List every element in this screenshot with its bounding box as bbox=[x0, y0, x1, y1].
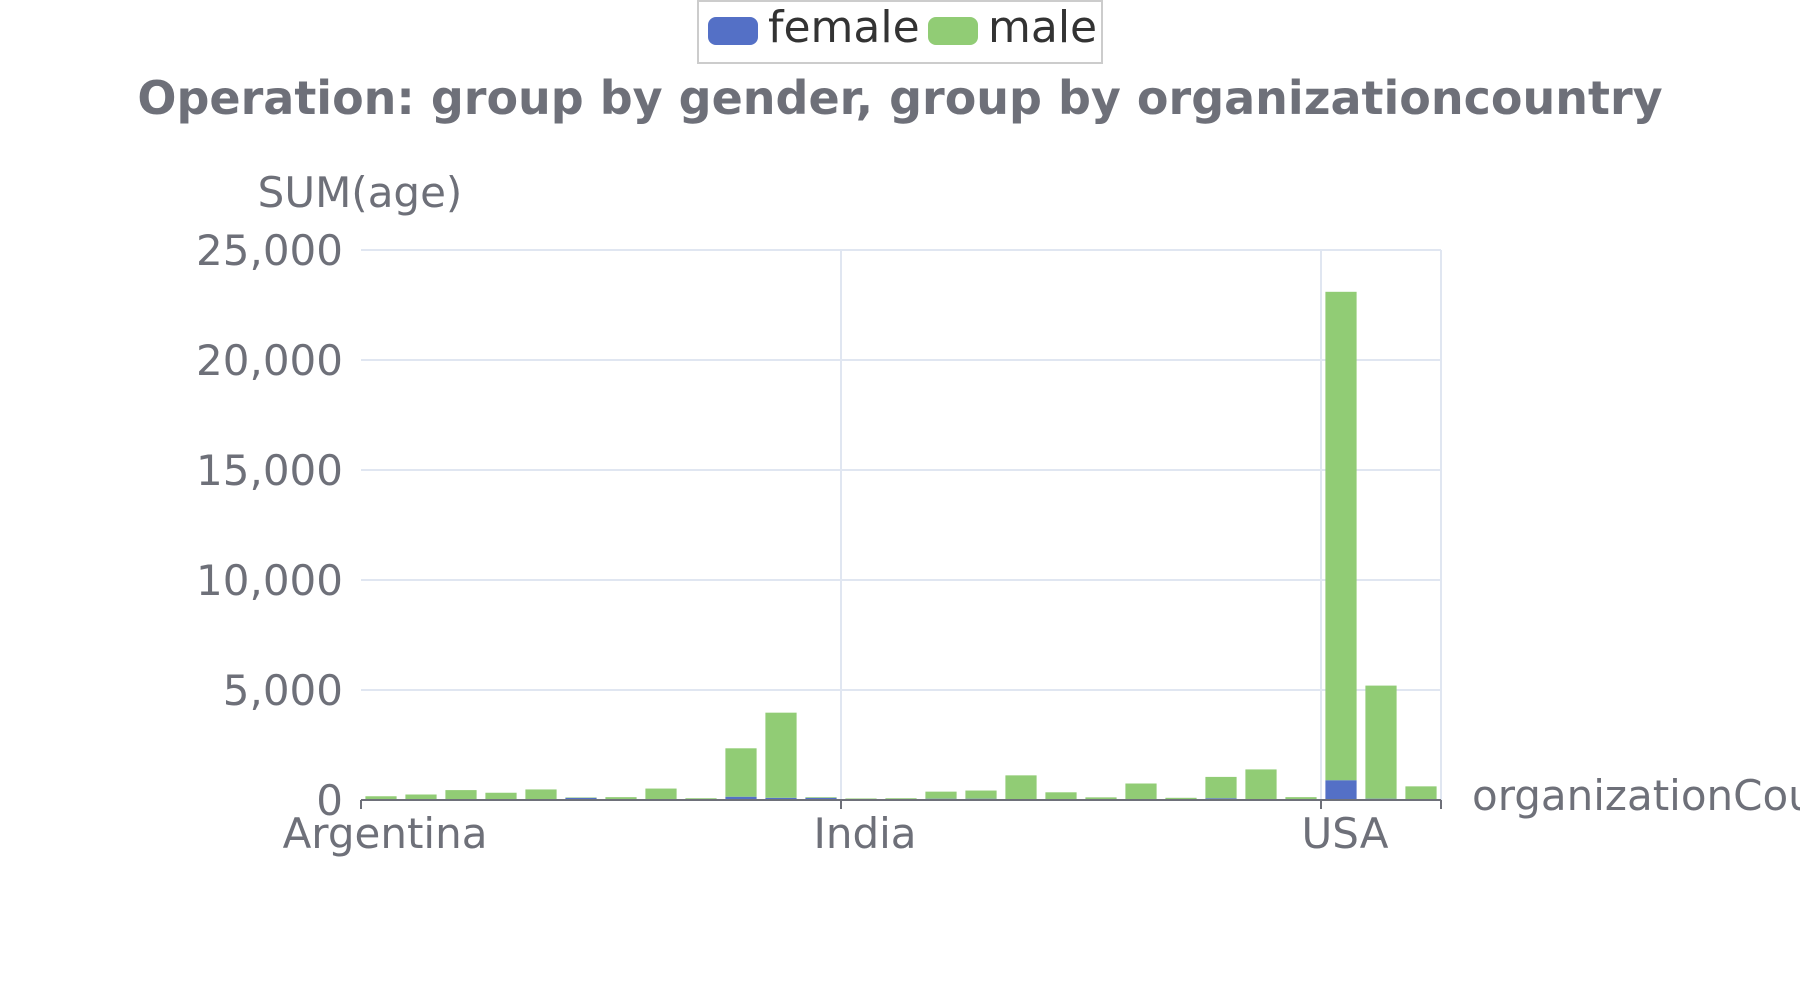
bar-male-4[interactable] bbox=[525, 789, 556, 799]
y-tick-label: 5,000 bbox=[223, 666, 343, 715]
y-tick-label: 15,000 bbox=[196, 446, 343, 495]
bar-female-24[interactable] bbox=[1325, 780, 1356, 800]
bar-male-11[interactable] bbox=[805, 797, 836, 798]
legend-label-female[interactable]: female bbox=[768, 2, 920, 53]
grid-lines bbox=[361, 250, 1441, 800]
y-tick-label: 10,000 bbox=[196, 556, 343, 605]
legend-swatch-female[interactable] bbox=[708, 17, 758, 45]
bar-male-24[interactable] bbox=[1325, 292, 1356, 780]
bar-male-19[interactable] bbox=[1125, 784, 1156, 800]
bar-male-3[interactable] bbox=[485, 793, 516, 800]
bar-male-7[interactable] bbox=[645, 789, 676, 800]
bar-male-15[interactable] bbox=[965, 791, 996, 799]
chart-title: Operation: group by gender, group by org… bbox=[137, 71, 1662, 125]
x-tick-label: Argentina bbox=[283, 809, 488, 858]
axes bbox=[361, 800, 1441, 809]
y-tick-label: 25,000 bbox=[196, 226, 343, 275]
bar-male-16[interactable] bbox=[1005, 775, 1036, 799]
bar-male-21[interactable] bbox=[1205, 777, 1236, 798]
legend-swatch-male[interactable] bbox=[928, 17, 978, 45]
bars bbox=[365, 292, 1436, 800]
y-axis-label: SUM(age) bbox=[258, 168, 463, 217]
y-tick-label: 20,000 bbox=[196, 336, 343, 385]
legend-label-male[interactable]: male bbox=[988, 2, 1097, 53]
bar-male-9[interactable] bbox=[725, 748, 756, 796]
bar-male-14[interactable] bbox=[925, 792, 956, 799]
bar-male-22[interactable] bbox=[1245, 769, 1276, 799]
bar-male-2[interactable] bbox=[445, 790, 476, 799]
bar-male-25[interactable] bbox=[1365, 686, 1396, 799]
bar-male-1[interactable] bbox=[405, 795, 436, 800]
bar-male-17[interactable] bbox=[1045, 792, 1076, 799]
x-tick-label: India bbox=[813, 809, 916, 858]
bar-male-26[interactable] bbox=[1405, 786, 1436, 799]
x-tick-labels: Argentina India USA bbox=[283, 809, 1389, 858]
x-axis-label: organizationCou bbox=[1472, 771, 1800, 820]
bar-male-10[interactable] bbox=[765, 713, 796, 798]
x-tick-label: USA bbox=[1302, 809, 1389, 858]
legend: female male bbox=[698, 1, 1102, 63]
